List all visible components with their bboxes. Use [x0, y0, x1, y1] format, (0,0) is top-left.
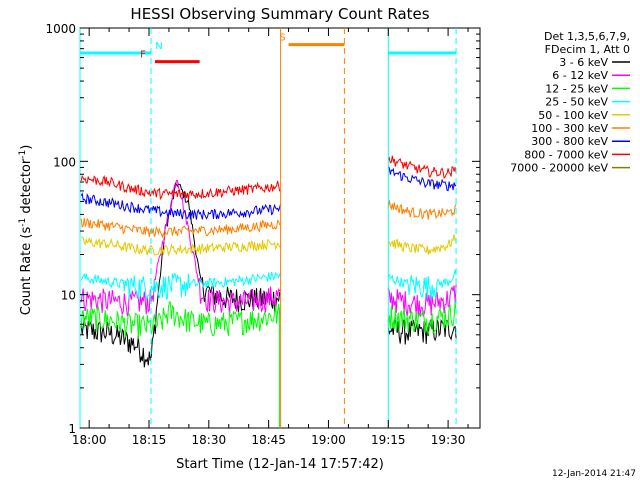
series-line-4-seg-1: [80, 271, 282, 301]
series-line-3-seg-1: [80, 301, 281, 340]
chart-title: HESSI Observing Summary Count Rates: [130, 5, 429, 23]
x-tick-label: 18:00: [72, 433, 107, 447]
legend-label-1: 3 - 6 keV: [559, 56, 608, 69]
footer-date: 12-Jan-2014 21:47: [552, 469, 636, 479]
series-line-2-seg-1: [80, 180, 281, 317]
series-line-1-seg-1: [80, 182, 282, 368]
annotation-layer: NF S: [79, 28, 457, 428]
legend-label-2: 6 - 12 keV: [552, 69, 608, 82]
series-line-8-seg-1: [80, 174, 281, 201]
series-layer: [80, 155, 457, 368]
series-line-7-seg-2: [387, 166, 457, 192]
y-tick-label: 10: [61, 289, 76, 303]
y-axis-label: Count Rate (s-1 detector-1): [18, 145, 34, 316]
legend-label-3: 12 - 25 keV: [545, 82, 608, 95]
legend-header-line-1: Det 1,3,5,6,7,9,: [544, 30, 630, 43]
legend-label-9: 7000 - 20000 keV: [510, 162, 608, 175]
series-line-3-seg-2: [387, 301, 457, 336]
series-line-1-seg-2: [387, 318, 457, 345]
legend-header-line-2: FDecim 1, Att 0: [545, 43, 630, 56]
x-tick-label: 18:15: [132, 433, 167, 447]
series-line-6-seg-2: [387, 200, 457, 220]
flag-label-N: N: [155, 41, 162, 52]
legend-label-7: 300 - 800 keV: [531, 135, 608, 148]
legend-label-8: 800 - 7000 keV: [524, 148, 608, 161]
series-line-5-seg-1: [81, 236, 281, 257]
series-line-4-seg-2: [387, 269, 457, 300]
x-axis-label: Start Time (12-Jan-14 17:57:42): [176, 457, 384, 472]
flag-label-S: S: [279, 33, 285, 44]
y-tick-label: 1: [68, 422, 76, 436]
series-line-6-seg-1: [80, 217, 281, 239]
y-tick-label: 1000: [45, 22, 76, 36]
x-tick-label: 19:30: [431, 433, 466, 447]
legend-label-5: 50 - 100 keV: [538, 109, 608, 122]
flag-label-F: F: [140, 50, 146, 61]
series-line-7-seg-1: [80, 192, 282, 220]
legend: Det 1,3,5,6,7,9, FDecim 1, Att 0 3 - 6 k…: [510, 30, 630, 175]
y-tick-label: 100: [53, 155, 76, 169]
x-tick-label: 18:30: [192, 433, 227, 447]
legend-label-6: 100 - 300 keV: [531, 122, 608, 135]
legend-label-4: 25 - 50 keV: [545, 96, 608, 109]
x-tick-label: 19:00: [311, 433, 346, 447]
series-line-5-seg-2: [388, 234, 457, 255]
series-line-8-seg-2: [387, 155, 457, 179]
x-tick-label: 18:45: [251, 433, 286, 447]
x-tick-label: 19:15: [371, 433, 406, 447]
axis-layer: 1 10 100 1000 18:00 18:15 18:30 18:45 19:00 19:15…: [45, 22, 480, 447]
series-line-2-seg-2: [387, 284, 457, 318]
